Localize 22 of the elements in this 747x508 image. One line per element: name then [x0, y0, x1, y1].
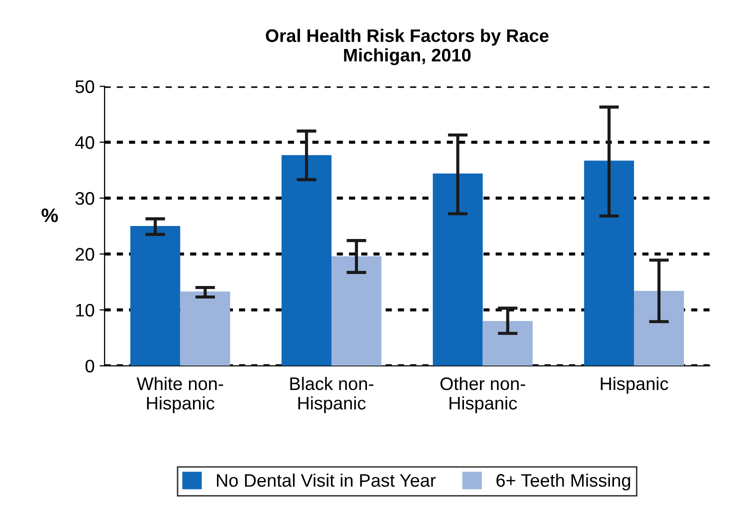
- y-tick-label: 20: [76, 248, 94, 261]
- legend-label: 6+ Teeth Missing: [496, 474, 630, 490]
- bar: [584, 160, 634, 366]
- y-tick-label: 40: [75, 136, 94, 149]
- x-tick-label: White non- Hispanic: [136, 376, 224, 414]
- x-tick-label: Hispanic: [600, 376, 668, 394]
- bar: [130, 226, 180, 366]
- y-tick-label: 50: [76, 80, 94, 94]
- x-tick-label: Black non- Hispanic: [290, 376, 374, 414]
- y-axis-title: %: [42, 208, 58, 222]
- bar: [482, 321, 533, 366]
- y-tick-label: 0: [86, 360, 94, 372]
- y-tick-label: 10: [76, 304, 94, 317]
- legend-label: No Dental Visit in Past Year: [216, 474, 436, 487]
- chart-title: Oral Health Risk Factors by Race Michigan, 2010: [266, 28, 548, 66]
- x-tick-label: Other non- Hispanic: [440, 376, 526, 414]
- bar: [180, 291, 230, 366]
- y-tick-label: 30: [75, 192, 94, 205]
- bar: [282, 155, 332, 366]
- bar: [331, 256, 382, 366]
- bar: [634, 290, 684, 366]
- bar: [432, 174, 483, 366]
